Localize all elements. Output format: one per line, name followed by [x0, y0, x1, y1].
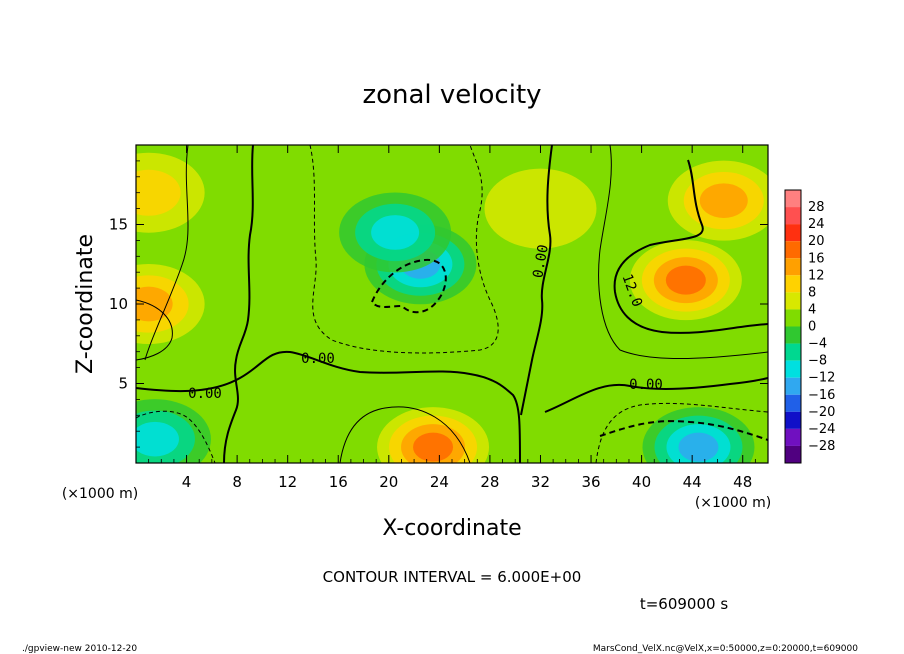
x-tick-label: 8	[232, 473, 242, 491]
colorbar-label: 28	[808, 200, 825, 215]
colorbar-label: 4	[808, 302, 816, 317]
y-tick-label: 15	[109, 216, 128, 234]
contour-line-positive	[136, 299, 173, 361]
colorbar-label: −28	[808, 439, 835, 454]
colorbar-cell	[785, 343, 801, 361]
heatmap-region	[699, 183, 748, 218]
x-unit-label-left: (×1000 m)	[62, 486, 138, 502]
contour-label: 0.00	[301, 351, 335, 367]
contour-line-negative	[309, 145, 499, 354]
colorbar-cell	[785, 377, 801, 395]
contour-line-negative	[599, 420, 768, 441]
colorbar-cell	[785, 275, 801, 293]
y-tick-label: 10	[109, 295, 128, 313]
chart-title: zonal velocity	[362, 80, 541, 110]
x-tick-label: 28	[480, 473, 499, 491]
colorbar-cell	[785, 190, 801, 208]
contour-line-zero	[223, 145, 254, 463]
footer-left: ./gpview-new 2010-12-20	[22, 644, 137, 654]
heatmap-region	[136, 169, 181, 216]
colorbar-cell	[785, 428, 801, 446]
colorbar-label: −8	[808, 354, 827, 369]
x-tick-label: 36	[581, 473, 600, 491]
colorbar-frame	[784, 189, 802, 464]
y-axis: 5 10 15	[109, 160, 768, 448]
x-unit-label-right: (×1000 m)	[695, 495, 771, 511]
colorbar-label: 16	[808, 251, 825, 266]
footer-right: MarsCond_VelX.nc@VelX,x=0:50000,z=0:2000…	[593, 644, 858, 654]
contour-line-zero	[544, 377, 768, 413]
x-tick-label: 16	[329, 473, 348, 491]
colorbar-cell	[785, 326, 801, 344]
colorbar-label: 0	[808, 320, 816, 335]
x-tick-label: 32	[531, 473, 550, 491]
contour-line-negative	[136, 410, 216, 463]
colorbar-label: 12	[808, 268, 825, 283]
contour-line-negative	[595, 402, 768, 463]
colorbar-cell	[785, 394, 801, 412]
contour-line-twelve	[613, 159, 768, 334]
colorbar: 28 24 20 16 12 8 4 0 −4 −8 −12 −16 −20 −24 −28	[784, 189, 835, 464]
colorbar-label: −16	[808, 388, 835, 403]
time-label: t=609000 s	[640, 595, 728, 613]
contour-label: 0.00	[530, 243, 552, 279]
colorbar-label: −24	[808, 422, 835, 437]
colorbar-cell	[785, 292, 801, 310]
x-tick-label: 24	[430, 473, 449, 491]
colorbar-cell	[785, 360, 801, 378]
x-tick-label: 12	[278, 473, 297, 491]
colorbar-cell	[785, 258, 801, 276]
x-axis: 4 8 12 16 20 24 28 32 36 40 44 48	[148, 145, 756, 491]
heatmap-region	[484, 168, 597, 249]
colorbar-label: −4	[808, 337, 827, 352]
y-tick-label: 5	[118, 375, 128, 393]
heatmap-region	[665, 265, 706, 295]
contour-line-positive	[144, 145, 189, 361]
heatmap-region	[136, 421, 179, 457]
colorbar-cell	[785, 445, 801, 463]
contour-line-zero	[520, 145, 553, 416]
colorbar-label: 8	[808, 285, 816, 300]
contour-line-zero	[136, 350, 521, 463]
colorbar-cell	[785, 224, 801, 242]
contour-lines	[136, 145, 768, 463]
x-tick-label: 48	[733, 473, 752, 491]
x-tick-label: 44	[683, 473, 702, 491]
heatmap-region	[371, 215, 420, 250]
colorbar-cell	[785, 309, 801, 327]
x-tick-label: 40	[632, 473, 651, 491]
colorbar-label: −12	[808, 371, 835, 386]
colorbar-cell	[785, 207, 801, 225]
colorbar-cell	[785, 411, 801, 429]
x-tick-label: 20	[379, 473, 398, 491]
y-axis-label: Z-coordinate	[73, 234, 98, 374]
colorbar-label: 20	[808, 234, 825, 249]
contour-label: 0.00	[629, 377, 663, 393]
heatmap-region	[413, 432, 454, 462]
colorbar-label: −20	[808, 405, 835, 420]
contour-line-positive	[598, 145, 768, 359]
colorbar-label: 24	[808, 217, 825, 232]
contour-label: 0.00	[188, 386, 222, 402]
x-tick-label: 4	[182, 473, 192, 491]
x-axis-label: X-coordinate	[382, 516, 521, 541]
colorbar-cell	[785, 241, 801, 259]
contour-line-positive	[339, 406, 471, 463]
contour-interval-label: CONTOUR INTERVAL = 6.000E+00	[323, 568, 582, 586]
heatmap-region	[678, 432, 719, 462]
